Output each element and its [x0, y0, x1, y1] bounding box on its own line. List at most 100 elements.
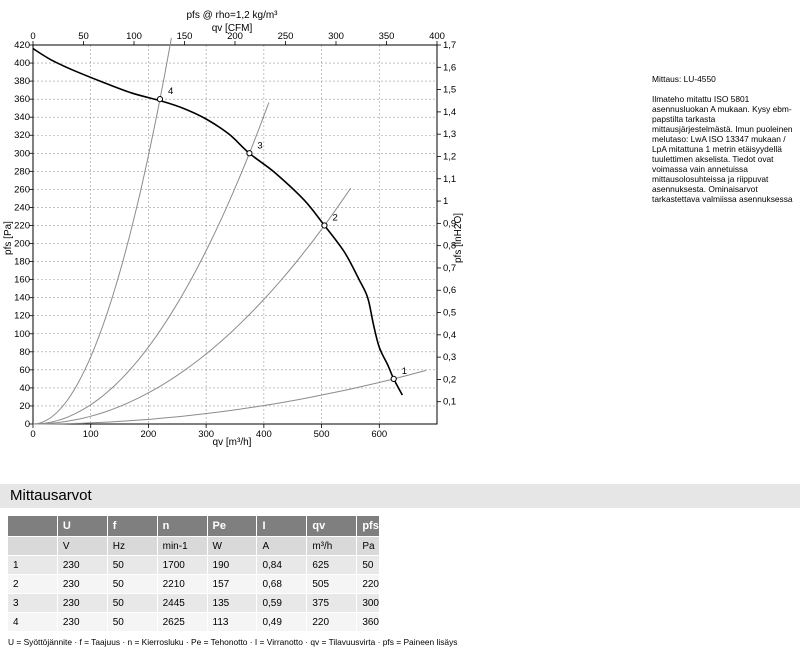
y2-tick-label: 0,7: [443, 263, 456, 274]
y2-axis-title: pfs [inH2O]: [453, 213, 464, 263]
y2-tick-label: 0,8: [443, 241, 456, 252]
y2-tick-label: 1,5: [443, 85, 456, 96]
x2-tick-label: 50: [78, 31, 89, 42]
x-tick-label: 200: [140, 429, 156, 440]
header-cell: f: [107, 516, 158, 537]
y-tick-label: 260: [14, 184, 30, 195]
table-cell: 2445: [157, 593, 208, 613]
table-cell: 220: [306, 612, 358, 632]
table-cell: 375: [306, 593, 358, 613]
table-cell: 1: [8, 555, 58, 575]
y-tick-label: 420: [14, 40, 30, 51]
y2-tick-label: 1,6: [443, 62, 456, 73]
x-tick-label: 100: [83, 429, 99, 440]
x2-tick-label: 300: [328, 31, 344, 42]
system-curve-3: [32, 102, 270, 425]
system-curve-1: [33, 369, 427, 425]
unit-cell: A: [256, 536, 308, 556]
y2-tick-label: 1,3: [443, 129, 456, 140]
x-tick-label: 400: [256, 429, 272, 440]
operating-point-label: 2: [332, 212, 337, 223]
y-tick-label: 300: [14, 148, 30, 159]
table-cell: 230: [57, 574, 108, 594]
table-cell: 0,84: [256, 555, 308, 575]
table-legend: U = Syöttöjännite · f = Taajuus · n = Ki…: [8, 637, 458, 647]
y2-tick-label: 0,1: [443, 397, 456, 408]
x2-tick-label: 150: [177, 31, 193, 42]
y-tick-label: 340: [14, 112, 30, 123]
grid: [33, 45, 437, 424]
y-tick-label: 120: [14, 311, 30, 322]
y2-tick-label: 1,4: [443, 107, 456, 118]
x2-tick-label: 400: [429, 31, 445, 42]
table-cell: 135: [207, 593, 258, 613]
operating-point-1: [390, 375, 397, 382]
y-tick-label: 400: [14, 58, 30, 69]
y-tick-label: 20: [19, 401, 30, 412]
x2-tick-label: 0: [30, 31, 35, 42]
fan-performance-chart: pfs @ rho=1,2 kg/m³ qv [CFM] qv [m³/h] p…: [3, 10, 464, 448]
unit-cell: min-1: [157, 536, 208, 556]
axes: [32, 44, 438, 425]
table-cell: 230: [57, 612, 108, 632]
table-cell: 625: [306, 555, 358, 575]
measurement-title: Mittaus: LU-4550: [652, 74, 716, 84]
y-tick-label: 200: [14, 239, 30, 250]
x2-tick-label: 250: [278, 31, 294, 42]
system-curve-2: [32, 187, 352, 425]
operating-point-label: 3: [257, 140, 262, 151]
x-tick-label: 600: [371, 429, 387, 440]
operating-point-4: [156, 96, 164, 103]
table-header-row: U f n Pe I qv pfs: [8, 516, 380, 537]
table-row: 2 230 50 2210 157 0,68 505 220: [8, 574, 380, 594]
table-cell: 50: [107, 574, 158, 594]
table-cell: 190: [207, 555, 258, 575]
y-tick-label: 60: [19, 365, 30, 376]
y2-tick-label: 0,6: [443, 285, 456, 296]
section-title: Mittausarvot: [0, 484, 800, 508]
y2-tick-label: 0,4: [443, 330, 456, 341]
x2-tick-label: 100: [126, 31, 142, 42]
x2-tick-label: 200: [227, 31, 243, 42]
table-cell: 0,49: [256, 612, 308, 632]
table-cell: 220: [356, 574, 380, 594]
y-axis-ticks: 0 20 40 60 80 100 120 140 160 180 200 220 240 260 280 3…: [14, 40, 33, 430]
y-tick-label: 360: [14, 94, 30, 105]
table-cell: 113: [207, 612, 258, 632]
x2-axis-ticks: 0 50 100 150 200 250 300 350 400: [30, 31, 445, 45]
header-cell: pfs: [356, 516, 380, 537]
unit-cell: Hz: [107, 536, 158, 556]
y2-tick-label: 1,2: [443, 151, 456, 162]
y2-tick-label: 0,5: [443, 308, 456, 319]
table-cell: 230: [57, 593, 108, 613]
operating-point-2: [321, 222, 328, 229]
x-tick-label: 0: [30, 429, 35, 440]
system-curve-4: [32, 37, 172, 425]
header-cell: I: [256, 516, 308, 537]
header-cell: qv: [306, 516, 358, 537]
table-cell: 50: [107, 612, 158, 632]
y-tick-label: 140: [14, 293, 30, 304]
operating-point-3: [246, 150, 253, 157]
y2-axis-ticks: 0,1 0,2 0,3 0,4 0,5 0,6 0,7 0,8 0,9 1 1,1 1,2 1,3 1,4…: [437, 40, 456, 408]
table-cell: 0,68: [256, 574, 308, 594]
y-tick-label: 40: [19, 383, 30, 394]
header-cell: Pe: [207, 516, 258, 537]
y-tick-label: 0: [25, 419, 30, 430]
y-tick-label: 180: [14, 257, 30, 268]
table-cell: 505: [306, 574, 358, 594]
y2-tick-label: 1,7: [443, 40, 456, 51]
table-cell: 50: [356, 555, 380, 575]
header-cell: U: [57, 516, 108, 537]
y-tick-label: 80: [19, 347, 30, 358]
y-tick-label: 160: [14, 275, 30, 286]
table-row: 4 230 50 2625 113 0,49 220 360: [8, 612, 380, 632]
table-row: 1 230 50 1700 190 0,84 625 50: [8, 555, 380, 575]
y2-tick-label: 1,1: [443, 174, 456, 185]
unit-cell: [8, 536, 58, 556]
table-cell: 50: [107, 593, 158, 613]
table-cell: 2625: [157, 612, 208, 632]
table-cell: 0,59: [256, 593, 308, 613]
y2-tick-label: 1: [443, 196, 448, 207]
table-cell: 360: [356, 612, 380, 632]
